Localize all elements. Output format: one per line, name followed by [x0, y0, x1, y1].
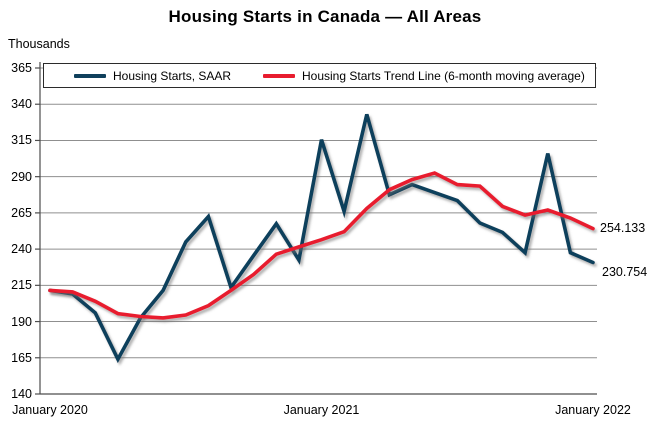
- saar-series-line: [48, 113, 595, 364]
- y-tick-label-240: 240: [11, 242, 32, 257]
- chart-title: Housing Starts in Canada — All Areas: [168, 7, 482, 26]
- y-tick-label-315: 315: [11, 133, 32, 148]
- saar-end-value-label: 230.754: [602, 264, 648, 279]
- y-tick-label-290: 290: [11, 169, 32, 184]
- y-tick-label-190: 190: [11, 314, 32, 329]
- y-tick-label-340: 340: [11, 97, 32, 112]
- x-tick-label-january-2021: January 2021: [283, 403, 360, 417]
- legend: Housing Starts, SAAR Housing Starts Tren…: [43, 63, 596, 88]
- trend-end-value-label: 254.133: [600, 220, 646, 235]
- legend-label-saar: Housing Starts, SAAR: [113, 68, 232, 83]
- legend-item-trend: Housing Starts Trend Line (6-month movin…: [263, 69, 585, 83]
- legend-label-trend: Housing Starts Trend Line (6-month movin…: [302, 68, 585, 83]
- x-tick-label-january-2020: January 2020: [12, 403, 88, 417]
- y-tick-label-265: 265: [11, 205, 32, 220]
- y-tick-label-365: 365: [11, 61, 32, 75]
- legend-item-saar: Housing Starts, SAAR: [74, 69, 231, 83]
- trend-series-line: [48, 171, 595, 320]
- y-tick-label-140: 140: [11, 387, 32, 401]
- y-axis-unit-label: Thousands: [8, 37, 70, 51]
- saar-line-swatch: [74, 73, 106, 78]
- x-tick-label-january-2022: January 2022: [555, 403, 631, 417]
- trend-line-swatch: [263, 73, 295, 78]
- y-tick-label-165: 165: [11, 350, 32, 365]
- y-tick-label-215: 215: [11, 278, 32, 293]
